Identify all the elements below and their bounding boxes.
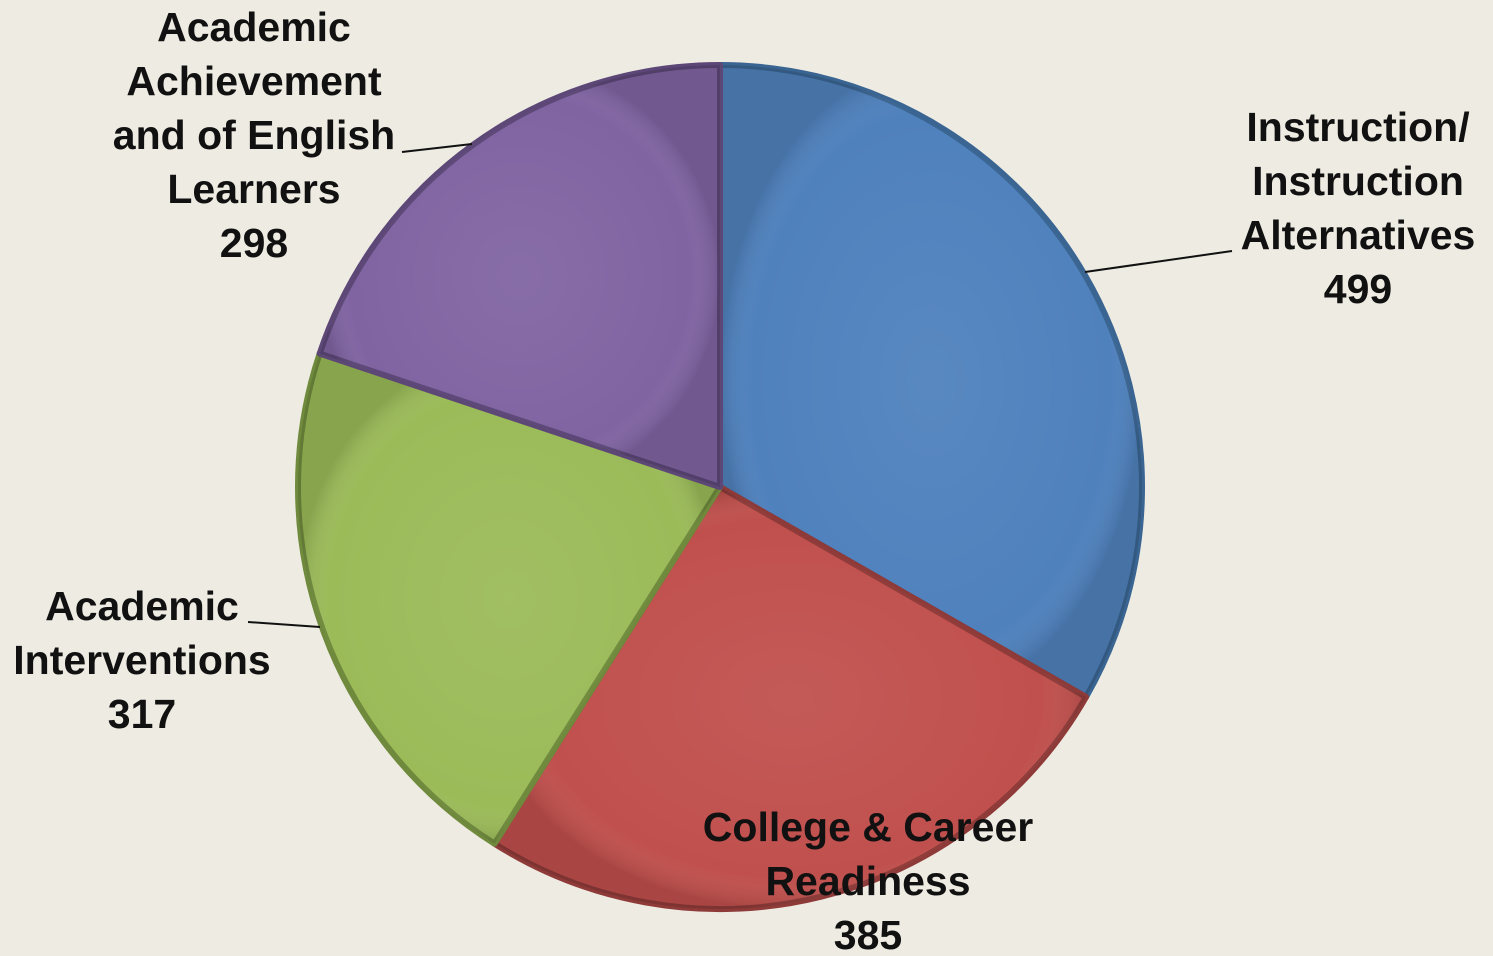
slice-category-label: and of English [113, 112, 395, 158]
pie-slices [295, 62, 1145, 912]
slice-category-label: College & Career [703, 804, 1033, 850]
slice-category-label: Instruction/ [1246, 104, 1469, 150]
leader-line-4 [401, 143, 473, 153]
slice-category-label: Alternatives [1241, 212, 1476, 258]
slice-category-label: Interventions [13, 637, 270, 683]
pie-slice-shade-1 [720, 65, 1143, 697]
slice-value-label: 317 [108, 691, 176, 737]
leader-line-3 [247, 621, 321, 628]
slice-value-label: 499 [1324, 266, 1392, 312]
slice-category-label: Academic [157, 4, 351, 50]
pie-slice-shade-2 [494, 487, 1087, 909]
slice-category-label: Academic [45, 583, 239, 629]
slice-label-2: College & Career Readiness 385 [703, 804, 1033, 956]
slice-category-label: Learners [167, 166, 340, 212]
slice-label-4: Academic Achievement and of English Learner… [113, 4, 395, 266]
slice-category-label: Achievement [126, 58, 382, 104]
leader-lines [247, 143, 1233, 628]
pie-slice-shade-3 [298, 353, 720, 844]
slice-value-label: 385 [834, 912, 902, 956]
slice-label-3: Academic Interventions 317 [13, 583, 270, 737]
slice-value-label: 298 [220, 220, 288, 266]
leader-line-1 [1084, 250, 1233, 273]
slice-category-label: Instruction [1252, 158, 1464, 204]
slice-labels: Instruction/Instruction Alternatives 499 Co… [13, 4, 1475, 956]
slice-label-1: Instruction/Instruction Alternatives 499 [1241, 104, 1476, 312]
slice-category-label: Readiness [765, 858, 970, 904]
pie-slice-shade-4 [319, 65, 720, 487]
